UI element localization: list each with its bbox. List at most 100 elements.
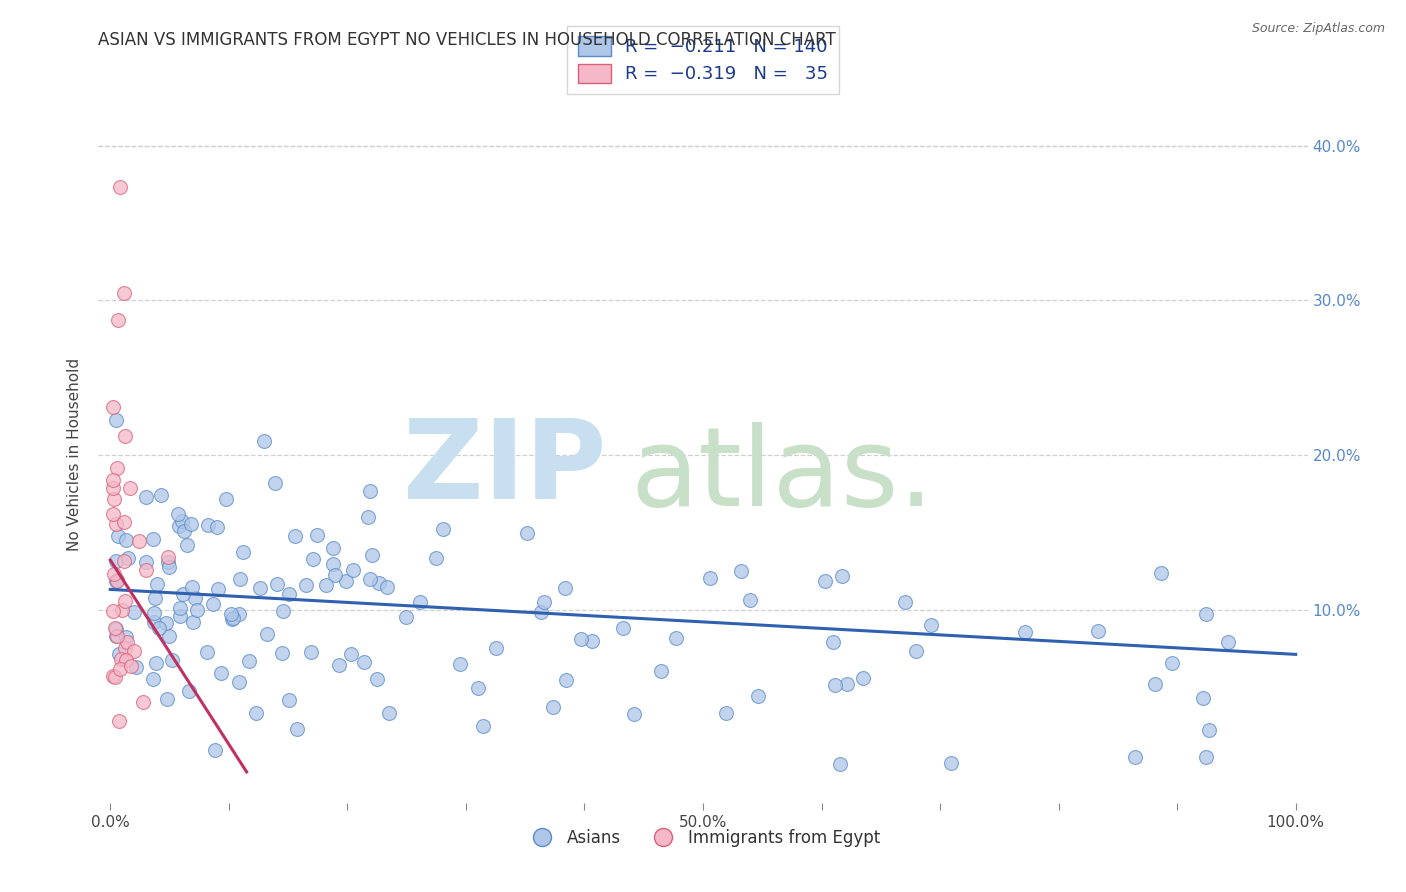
Point xyxy=(271,646,294,660)
Point xyxy=(1014,624,1036,639)
Text: atlas.: atlas. xyxy=(630,422,935,529)
Point xyxy=(105,629,128,643)
Point xyxy=(195,645,218,659)
Point xyxy=(101,507,124,521)
Point xyxy=(335,574,357,589)
Point xyxy=(541,700,564,714)
Point xyxy=(101,481,124,495)
Point xyxy=(378,706,401,720)
Point xyxy=(184,591,207,606)
Point xyxy=(148,621,170,635)
Point xyxy=(120,481,142,495)
Point xyxy=(107,312,129,326)
Point xyxy=(284,529,307,543)
Point xyxy=(665,631,688,645)
Point xyxy=(156,692,179,706)
Point xyxy=(201,597,224,611)
Point xyxy=(105,629,128,643)
Point xyxy=(323,567,346,582)
Point xyxy=(157,559,180,574)
Point xyxy=(115,653,138,667)
Point xyxy=(105,622,128,636)
Point xyxy=(101,604,124,618)
Point xyxy=(1087,624,1109,638)
Point xyxy=(157,555,180,569)
Point xyxy=(738,593,761,607)
Point xyxy=(253,434,276,448)
Point xyxy=(823,635,845,649)
Point xyxy=(160,652,183,666)
Point xyxy=(114,640,136,655)
Point xyxy=(105,461,128,475)
Point xyxy=(339,647,361,661)
Point xyxy=(181,615,204,629)
Point xyxy=(1198,723,1220,737)
Point xyxy=(342,563,364,577)
Point xyxy=(315,578,337,592)
Point xyxy=(361,548,384,562)
Point xyxy=(699,571,721,585)
Point xyxy=(157,629,180,643)
Point xyxy=(145,591,167,605)
Point xyxy=(623,706,645,721)
Point xyxy=(181,580,204,594)
Point xyxy=(103,473,125,487)
Point xyxy=(228,675,250,690)
Point xyxy=(904,643,927,657)
Point xyxy=(105,574,128,588)
Point xyxy=(112,553,135,567)
Point xyxy=(569,632,592,646)
Point xyxy=(375,580,398,594)
Point xyxy=(169,600,191,615)
Point xyxy=(105,412,128,426)
Point xyxy=(166,507,188,521)
Point xyxy=(142,533,165,547)
Point xyxy=(533,595,555,609)
Point xyxy=(110,651,132,665)
Point xyxy=(1161,657,1184,671)
Point xyxy=(271,604,294,618)
Point xyxy=(215,491,238,506)
Point xyxy=(157,549,180,564)
Point xyxy=(730,564,752,578)
Point xyxy=(1195,749,1218,764)
Point xyxy=(894,595,917,609)
Point xyxy=(117,635,139,649)
Point xyxy=(120,659,142,673)
Point xyxy=(1143,676,1166,690)
Point xyxy=(650,664,672,678)
Point xyxy=(114,429,136,443)
Point xyxy=(824,678,846,692)
Point xyxy=(142,672,165,686)
Point xyxy=(117,551,139,566)
Text: ASIAN VS IMMIGRANTS FROM EGYPT NO VEHICLES IN HOUSEHOLD CORRELATION CHART: ASIAN VS IMMIGRANTS FROM EGYPT NO VEHICL… xyxy=(98,31,837,49)
Text: ZIP: ZIP xyxy=(404,416,606,523)
Point xyxy=(108,662,131,676)
Legend: Asians, Immigrants from Egypt: Asians, Immigrants from Egypt xyxy=(519,822,887,854)
Point xyxy=(238,654,260,668)
Point xyxy=(128,534,150,549)
Point xyxy=(155,615,177,630)
Point xyxy=(170,514,193,528)
Point xyxy=(425,551,447,566)
Point xyxy=(204,743,226,757)
Point xyxy=(360,572,382,586)
Point xyxy=(135,563,157,577)
Point xyxy=(142,606,165,620)
Point xyxy=(920,617,942,632)
Point xyxy=(135,490,157,504)
Point xyxy=(368,576,391,591)
Point xyxy=(114,515,136,529)
Point xyxy=(831,569,853,583)
Point xyxy=(322,557,344,571)
Point xyxy=(1191,690,1213,705)
Point xyxy=(142,615,165,629)
Point xyxy=(173,524,195,539)
Point xyxy=(103,491,125,506)
Point xyxy=(432,522,454,536)
Point xyxy=(209,666,232,681)
Point xyxy=(205,520,228,534)
Point xyxy=(221,610,243,624)
Point xyxy=(295,578,318,592)
Point xyxy=(186,603,208,617)
